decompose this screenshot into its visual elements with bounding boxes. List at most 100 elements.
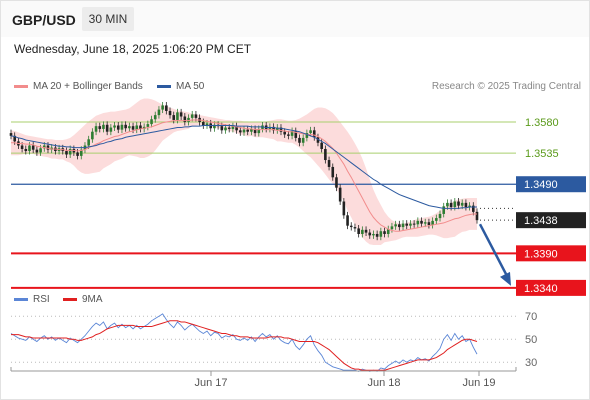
candle-body [390, 226, 394, 230]
rsi-tick-label: 50 [525, 334, 537, 346]
rsi-swatch [14, 297, 28, 301]
candle-body [398, 224, 401, 228]
candle-body [394, 224, 397, 227]
candle-body [131, 126, 135, 130]
candle-body [372, 233, 375, 236]
candle-body [309, 130, 312, 134]
chart-header: GBP/USD 30 MIN [1, 1, 589, 37]
candle-body [464, 202, 468, 208]
candle-body [412, 223, 416, 225]
legend-rsi: RSI [14, 294, 50, 305]
candle-body [338, 187, 342, 202]
candle-body [39, 148, 42, 153]
legend-ma50: MA 50 [157, 81, 204, 92]
candle-body [405, 223, 409, 226]
candle-body [290, 131, 294, 136]
candle-body [68, 148, 72, 155]
candle-body [124, 124, 127, 129]
bollinger-band [11, 98, 477, 246]
x-axis-tick-label: Jun 18 [367, 377, 400, 389]
candle-body [102, 124, 105, 129]
candle-body [165, 105, 168, 111]
candle-body [176, 112, 179, 120]
candle-body [35, 149, 39, 153]
level-label-red: 1.3340 [524, 283, 558, 295]
candle-body [423, 222, 427, 224]
candle-body [79, 149, 83, 156]
candle-body [250, 128, 253, 132]
candle-body [431, 220, 434, 225]
candle-body [327, 160, 331, 167]
rsi-label: RSI [33, 294, 50, 305]
level-label-green: 1.3580 [525, 117, 559, 129]
legend-ma20: MA 20 + Bollinger Bands [14, 81, 143, 92]
candle-body [24, 148, 28, 152]
candle-body [320, 142, 323, 149]
candle-body [357, 228, 360, 234]
level-tag-red [516, 279, 586, 296]
candle-body [213, 124, 216, 129]
candle-body [416, 220, 420, 225]
candle-body [342, 201, 346, 216]
candle-body [205, 123, 209, 126]
timeframe-button[interactable]: 30 MIN [82, 7, 134, 31]
current-price-label: 1.3438 [524, 215, 558, 227]
candle-body [331, 166, 335, 178]
level-label-green: 1.3535 [525, 148, 559, 160]
candle-body [150, 119, 153, 125]
candle-body [368, 232, 372, 236]
candle-body [227, 127, 231, 129]
candle-body [161, 105, 164, 110]
candle-body [460, 202, 464, 206]
candle-body [98, 126, 102, 129]
candle-body [168, 110, 172, 116]
candle-body [113, 125, 116, 128]
candle-body [283, 131, 286, 135]
candle-body [146, 124, 150, 127]
candle-body [94, 126, 98, 132]
candle-body [353, 227, 357, 229]
candle-body [401, 223, 405, 228]
candle-body [253, 128, 257, 134]
x-axis-tick-label: Jun 19 [462, 377, 495, 389]
candle-body [187, 117, 190, 123]
candle-body [224, 127, 227, 131]
candle-body [135, 125, 139, 130]
rsi-tick-label: 30 [525, 357, 537, 369]
candle-body [190, 114, 194, 118]
candle-body [472, 205, 475, 212]
ma50-label: MA 50 [176, 81, 205, 92]
credit-label: Research © 2025 Trading Central [431, 81, 581, 92]
candle-body [239, 130, 242, 133]
candle-body [220, 126, 224, 131]
candle-body [128, 126, 131, 129]
ma20-swatch [14, 84, 28, 88]
ma20-label: MA 20 + Bollinger Bands [33, 81, 143, 92]
candle-body [449, 202, 453, 208]
candle-body [183, 116, 187, 123]
candle-body [9, 133, 13, 136]
candle-body [172, 115, 176, 120]
candle-body [438, 213, 442, 219]
candle-body [446, 202, 449, 207]
candle-body [13, 135, 16, 142]
level-tag-red [516, 245, 586, 262]
candle-body [468, 205, 471, 208]
candle-body [386, 229, 390, 234]
candle-body [46, 145, 50, 150]
candle-body [346, 215, 349, 226]
candle-body [116, 125, 120, 130]
candle-body [139, 125, 142, 129]
projection-arrowhead [500, 271, 511, 286]
candle-body [364, 229, 368, 233]
ma50-line [10, 124, 477, 209]
candle-body [298, 137, 301, 143]
candle-body [179, 112, 183, 117]
candle-body [257, 128, 261, 134]
rsi-tick-label: 70 [525, 311, 537, 323]
candle-body [316, 137, 320, 143]
candle-body [442, 206, 446, 214]
ma9-swatch [63, 297, 77, 301]
candle-body [349, 225, 353, 228]
